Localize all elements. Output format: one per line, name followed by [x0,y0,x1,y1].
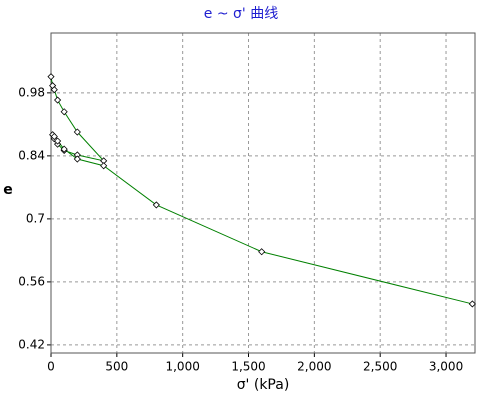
y-tick-label: 0.98 [18,85,45,99]
data-point [60,145,68,153]
x-tick-label: 0 [47,360,55,374]
x-tick-label: 2,500 [363,360,397,374]
y-tick-label: 0.84 [18,148,45,162]
x-tick-label: 1,500 [231,360,265,374]
chart-title: e ~ σ' 曲线 [204,6,278,22]
x-tick-label: 2,000 [297,360,331,374]
data-point [54,137,62,145]
plot-frame [50,32,476,354]
data-point [152,201,160,209]
data-point [54,96,62,104]
y-axis-title: e [3,182,13,198]
x-tick-label: 3,000 [429,360,463,374]
data-point [73,128,81,136]
data-point [50,132,58,141]
x-tick-label: 500 [105,360,128,374]
data-point [468,300,476,308]
data-point [258,248,266,256]
data-point [73,155,81,163]
y-tick-label: 0.42 [18,337,45,351]
x-axis-title: σ' (kPa) [237,377,290,393]
data-point [50,86,58,94]
y-tick-label: 0.7 [26,211,45,225]
y-tick-label: 0.56 [18,274,45,288]
x-tick-label: 1,000 [165,360,199,374]
data-point [60,108,68,116]
data-point [47,73,55,81]
data-point [100,162,108,170]
